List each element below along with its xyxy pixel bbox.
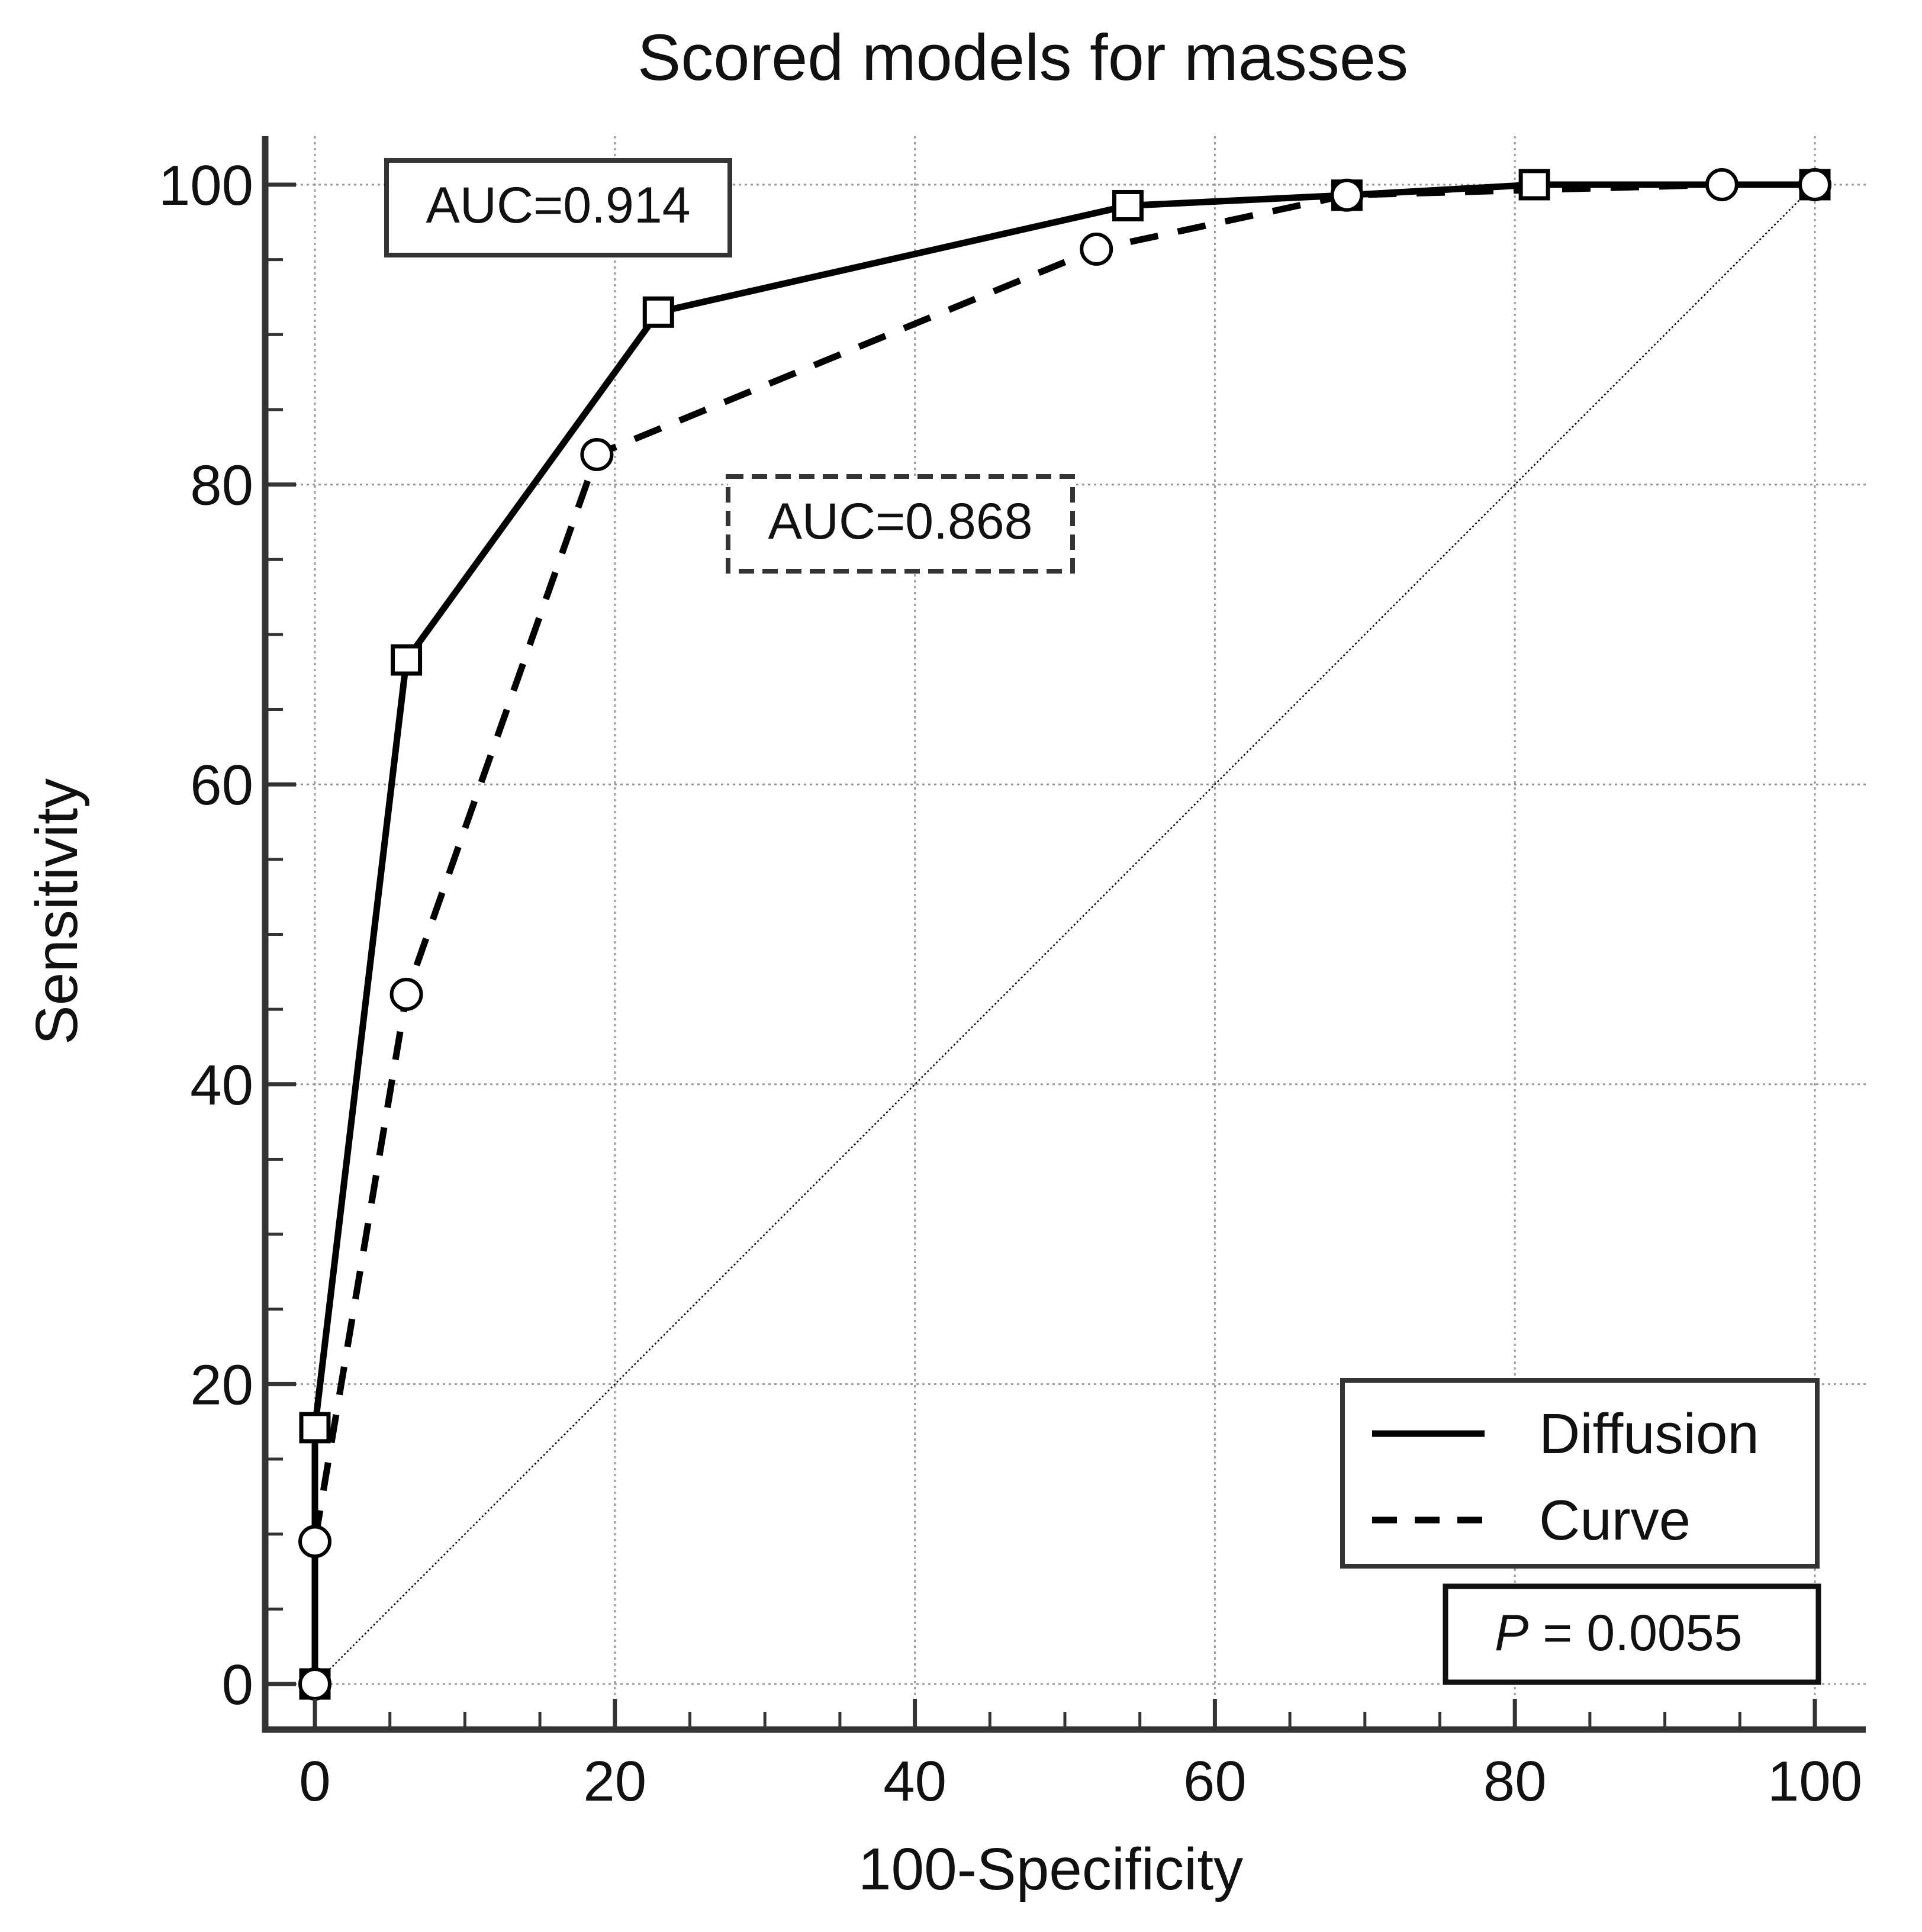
series-lines (311, 181, 1815, 1684)
curve-marker-2 (389, 977, 423, 1011)
series-line-diffusion (311, 181, 1815, 1684)
legend-box (1340, 1378, 1820, 1569)
series-line-curve (311, 181, 1815, 1684)
x-tick-label-80: 80 (1483, 1750, 1547, 1813)
auc-diffusion-box: AUC=0.914 (384, 158, 732, 257)
p-value-text: P = 0.0055 (1495, 1605, 1742, 1661)
curve-marker-1 (298, 1525, 331, 1559)
x-tick-label-100: 100 (1768, 1750, 1862, 1813)
auc-diffusion-box-border (384, 158, 732, 257)
reference-diagonal-line (314, 184, 1815, 1685)
auc-curve-label: AUC=0.868 (768, 493, 1032, 550)
diffusion-marker-3 (642, 296, 674, 328)
axes (262, 136, 1866, 1733)
x-tick-label-20: 20 (583, 1750, 646, 1813)
p-value-box: P = 0.0055 (1443, 1583, 1821, 1685)
curve-marker-3 (580, 437, 614, 471)
legend-label-diffusion: Diffusion (1539, 1402, 1759, 1466)
y-tick-label-60: 60 (190, 754, 253, 817)
y-tick-label-0: 0 (222, 1653, 253, 1717)
y-axis-label: Sensitivity (24, 778, 90, 1045)
y-tick-label-100: 100 (159, 154, 253, 217)
legend: Diffusion Curve (1340, 1378, 1820, 1569)
auc-curve-box-border (726, 474, 1075, 574)
x-tick-label-40: 40 (883, 1750, 946, 1813)
curve-marker-0 (298, 1667, 331, 1701)
y-tick-label-20: 20 (190, 1353, 253, 1416)
curve-marker-6 (1705, 168, 1739, 201)
auc-diffusion-label: AUC=0.914 (426, 177, 690, 234)
curve-marker-4 (1080, 232, 1113, 266)
reference-diagonal (314, 184, 1815, 1685)
y-tick-label-80: 80 (190, 454, 253, 517)
x-tick-label-60: 60 (1183, 1750, 1247, 1813)
tick-labels: 0 20 40 60 80 100 0 20 40 60 80 100 (159, 154, 1862, 1813)
auc-curve-box: AUC=0.868 (726, 474, 1075, 574)
p-label: P (1495, 1605, 1528, 1661)
diffusion-marker-4 (1112, 189, 1144, 221)
data-markers (298, 168, 1831, 1701)
chart-title: Scored models for masses (638, 21, 1408, 94)
diffusion-marker-1 (299, 1412, 331, 1444)
p-value-box-border (1443, 1583, 1821, 1685)
y-tick-label-40: 40 (190, 1054, 253, 1117)
curve-marker-7 (1798, 168, 1831, 201)
legend-label-curve: Curve (1539, 1489, 1691, 1552)
x-axis-label: 100-Specificity (858, 1836, 1243, 1902)
diffusion-marker-6 (1518, 169, 1550, 201)
x-tick-label-0: 0 (299, 1750, 330, 1813)
diffusion-marker-2 (391, 644, 423, 676)
p-value: = 0.0055 (1528, 1605, 1742, 1661)
curve-marker-5 (1330, 178, 1364, 212)
